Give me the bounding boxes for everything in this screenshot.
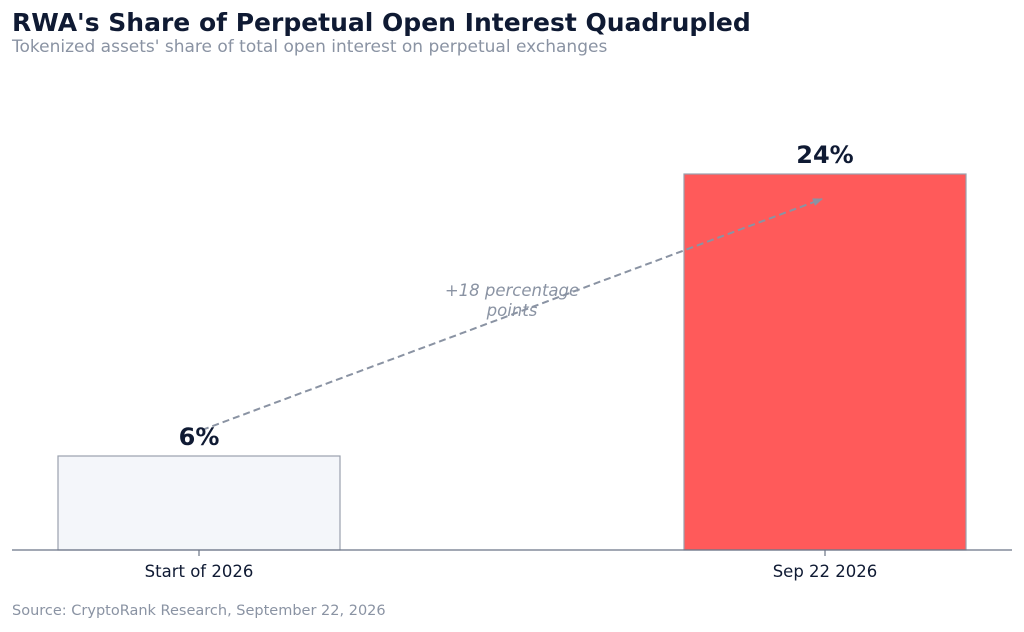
bar-sep-22-2026 — [683, 173, 967, 551]
chart-subtitle: Tokenized assets' share of total open in… — [12, 37, 608, 57]
bar-start-of-2026 — [57, 455, 341, 551]
change-arrow — [201, 198, 823, 431]
annotation-text-line1: +18 percentage — [445, 281, 579, 300]
x-tick-label: Sep 22 2026 — [773, 562, 878, 581]
annotation-text-line2: points — [486, 301, 538, 320]
chart-source: Source: CryptoRank Research, September 2… — [12, 603, 386, 619]
data-label: 6% — [179, 423, 220, 451]
chart-title: RWA's Share of Perpetual Open Interest Q… — [12, 8, 751, 37]
x-tick-label: Start of 2026 — [145, 562, 254, 581]
data-label: 24% — [796, 141, 853, 169]
